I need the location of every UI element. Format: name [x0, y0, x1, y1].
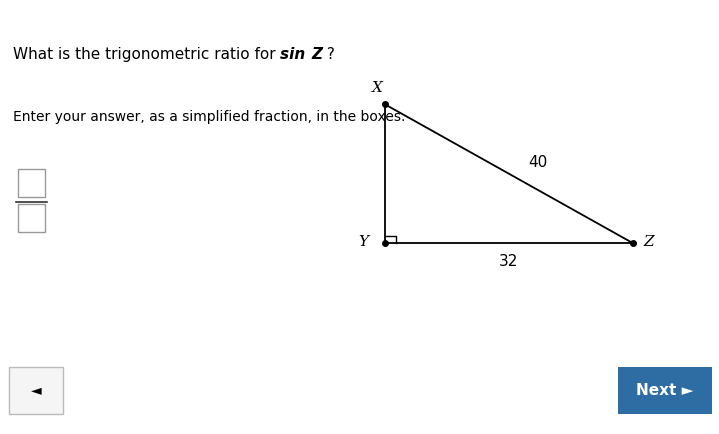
Text: Enter your answer, as a simplified fraction, in the boxes.: Enter your answer, as a simplified fract…: [13, 110, 406, 124]
Text: Y: Y: [359, 235, 369, 249]
FancyBboxPatch shape: [9, 367, 63, 414]
Text: 32: 32: [499, 254, 518, 269]
Text: sin: sin: [280, 47, 311, 62]
Text: What is the trigonometric ratio for: What is the trigonometric ratio for: [13, 47, 280, 62]
Bar: [18, 204, 45, 232]
Text: ◄: ◄: [31, 384, 42, 398]
Text: Z: Z: [311, 47, 322, 62]
Text: Next ►: Next ►: [636, 383, 694, 398]
Text: X: X: [372, 81, 383, 95]
Text: ?: ?: [322, 47, 335, 62]
Bar: [18, 169, 45, 197]
Text: Z: Z: [644, 235, 654, 249]
Text: 40: 40: [528, 155, 547, 170]
FancyBboxPatch shape: [618, 367, 712, 414]
